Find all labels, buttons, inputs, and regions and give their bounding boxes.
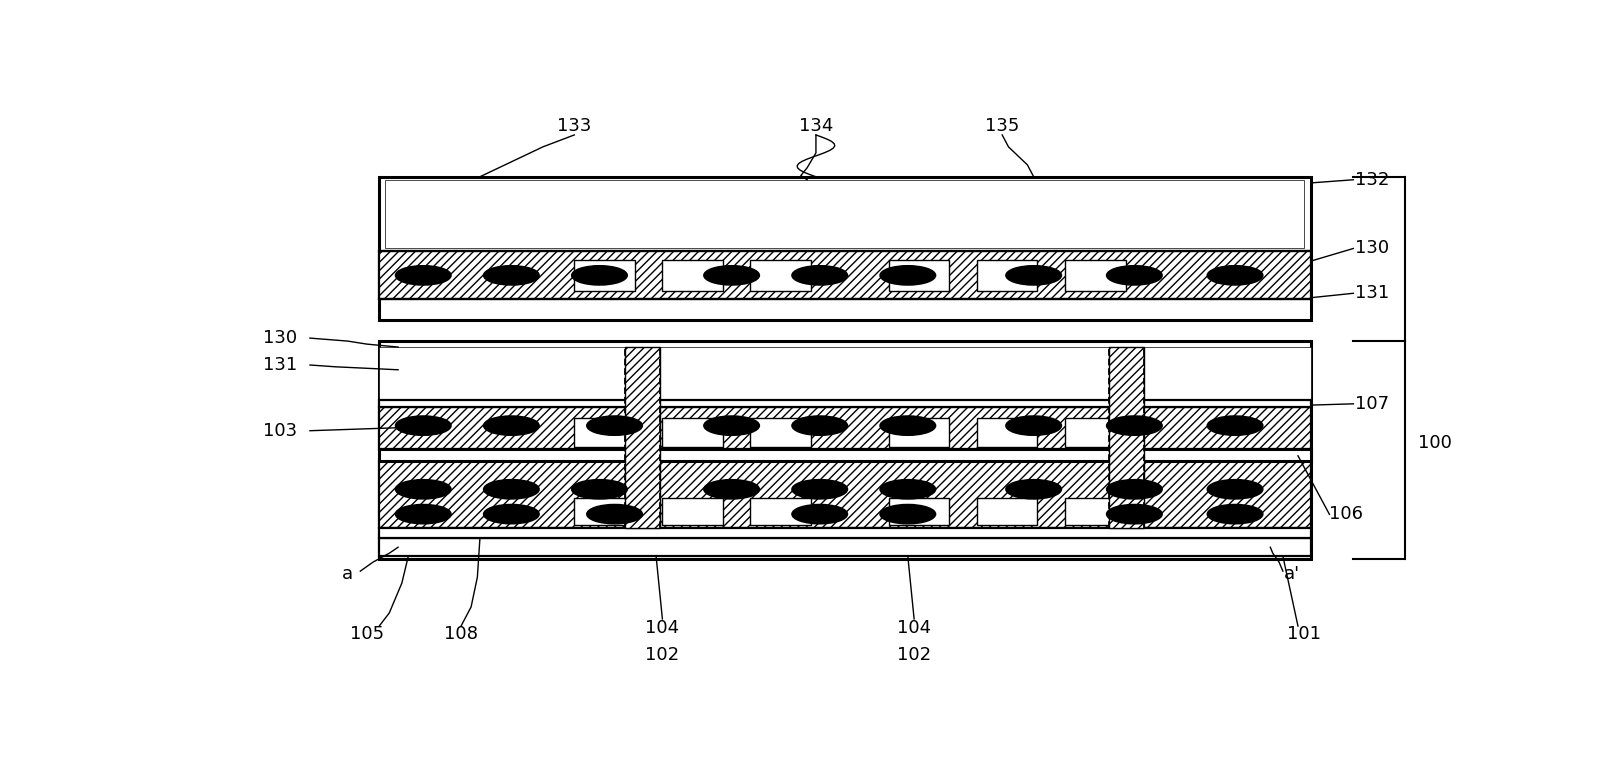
Ellipse shape bbox=[586, 416, 641, 435]
Text: 132: 132 bbox=[1354, 171, 1388, 189]
Text: 103: 103 bbox=[263, 421, 297, 440]
Ellipse shape bbox=[1105, 504, 1162, 524]
Text: 134: 134 bbox=[799, 117, 833, 135]
Ellipse shape bbox=[1105, 266, 1162, 285]
Ellipse shape bbox=[880, 266, 935, 285]
Bar bbox=[380, 400, 1310, 407]
Text: 108: 108 bbox=[443, 625, 477, 643]
Text: 107: 107 bbox=[1354, 395, 1388, 413]
Bar bbox=[977, 260, 1037, 291]
Bar bbox=[1065, 497, 1125, 525]
Bar bbox=[977, 418, 1037, 447]
Bar bbox=[380, 461, 1310, 528]
Bar bbox=[380, 347, 1310, 400]
Bar bbox=[380, 251, 1310, 300]
Ellipse shape bbox=[1105, 416, 1162, 435]
Text: 104: 104 bbox=[896, 619, 930, 637]
Text: 130: 130 bbox=[1354, 240, 1388, 258]
Ellipse shape bbox=[484, 480, 539, 499]
Ellipse shape bbox=[792, 504, 847, 524]
Bar bbox=[380, 407, 1310, 449]
Ellipse shape bbox=[1206, 480, 1263, 499]
Bar bbox=[750, 497, 810, 525]
Bar bbox=[575, 260, 635, 291]
Bar bbox=[977, 497, 1037, 525]
Ellipse shape bbox=[1105, 480, 1162, 499]
Text: 104: 104 bbox=[644, 619, 678, 637]
Ellipse shape bbox=[396, 416, 451, 435]
Ellipse shape bbox=[792, 480, 847, 499]
Text: 133: 133 bbox=[557, 117, 591, 135]
Ellipse shape bbox=[484, 504, 539, 524]
Ellipse shape bbox=[880, 416, 935, 435]
Bar bbox=[385, 180, 1303, 248]
Bar bbox=[625, 347, 659, 528]
Ellipse shape bbox=[586, 504, 641, 524]
Ellipse shape bbox=[396, 480, 451, 499]
Text: 100: 100 bbox=[1417, 434, 1451, 452]
Ellipse shape bbox=[880, 480, 935, 499]
Ellipse shape bbox=[1005, 480, 1061, 499]
Text: 106: 106 bbox=[1329, 505, 1363, 523]
Text: 102: 102 bbox=[644, 646, 678, 663]
Text: 105: 105 bbox=[349, 625, 383, 643]
Bar bbox=[662, 260, 722, 291]
Bar bbox=[1109, 347, 1144, 528]
Text: 130: 130 bbox=[263, 329, 297, 347]
Bar bbox=[380, 177, 1310, 320]
Ellipse shape bbox=[880, 504, 935, 524]
Ellipse shape bbox=[1206, 416, 1263, 435]
Bar bbox=[380, 341, 1310, 559]
Text: a: a bbox=[342, 565, 354, 583]
Text: 135: 135 bbox=[985, 117, 1019, 135]
Bar bbox=[750, 260, 810, 291]
Text: 131: 131 bbox=[263, 356, 297, 374]
Ellipse shape bbox=[792, 266, 847, 285]
Bar bbox=[888, 260, 949, 291]
Ellipse shape bbox=[792, 416, 847, 435]
Bar bbox=[888, 497, 949, 525]
Text: a': a' bbox=[1282, 565, 1298, 583]
Bar bbox=[380, 528, 1310, 539]
Ellipse shape bbox=[703, 266, 760, 285]
Text: 131: 131 bbox=[1354, 284, 1388, 303]
Bar bbox=[750, 418, 810, 447]
Text: 102: 102 bbox=[896, 646, 930, 663]
Ellipse shape bbox=[571, 266, 626, 285]
Ellipse shape bbox=[1206, 504, 1263, 524]
Ellipse shape bbox=[396, 504, 451, 524]
Ellipse shape bbox=[396, 266, 451, 285]
Bar bbox=[888, 418, 949, 447]
Bar bbox=[662, 497, 722, 525]
Bar bbox=[380, 539, 1310, 556]
Ellipse shape bbox=[484, 416, 539, 435]
Ellipse shape bbox=[571, 480, 626, 499]
Bar bbox=[575, 418, 635, 447]
Ellipse shape bbox=[484, 266, 539, 285]
Ellipse shape bbox=[703, 480, 760, 499]
Ellipse shape bbox=[703, 416, 760, 435]
Bar bbox=[662, 418, 722, 447]
Text: 101: 101 bbox=[1287, 625, 1321, 643]
Ellipse shape bbox=[1005, 416, 1061, 435]
Bar bbox=[575, 497, 635, 525]
Ellipse shape bbox=[1206, 266, 1263, 285]
Bar bbox=[380, 449, 1310, 461]
Bar bbox=[1065, 418, 1125, 447]
Ellipse shape bbox=[1005, 266, 1061, 285]
Bar bbox=[1065, 260, 1125, 291]
